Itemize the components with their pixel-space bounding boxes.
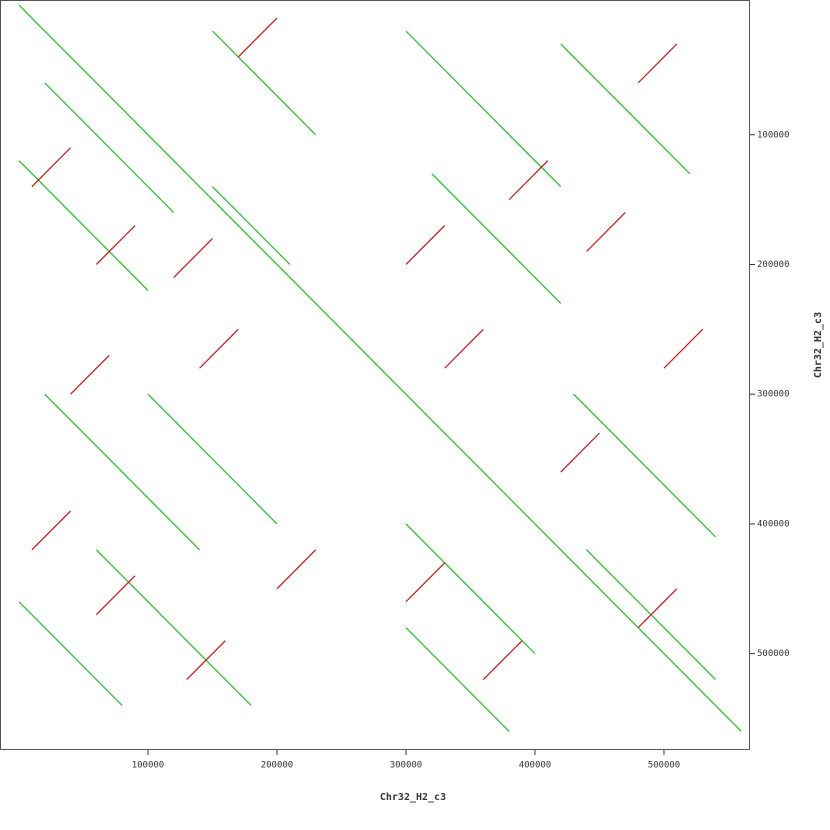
alignment-segment	[31, 147, 71, 188]
alignment-segment	[44, 82, 175, 214]
alignment-segment	[186, 640, 226, 680]
x-tick-label: 400000	[519, 761, 552, 771]
alignment-segment	[637, 43, 678, 84]
alignment-segment	[444, 328, 484, 369]
x-tick-label: 500000	[648, 761, 681, 771]
alignment-segment	[405, 627, 510, 732]
alignment-segment	[70, 354, 110, 395]
alignment-segment	[44, 393, 200, 551]
alignment-segment	[95, 225, 136, 265]
alignment-segment	[586, 212, 626, 252]
x-tick-label: 100000	[132, 761, 165, 771]
alignment-segment	[405, 562, 446, 603]
alignment-segment	[147, 393, 278, 525]
alignment-segment	[95, 549, 252, 706]
y-tick-label: 200000	[757, 260, 790, 270]
alignment-segment	[637, 588, 678, 629]
alignment-segment	[212, 30, 317, 136]
alignment-segment	[482, 640, 523, 680]
alignment-segment	[560, 432, 600, 473]
alignment-segment	[405, 225, 446, 265]
plot-frame	[0, 0, 750, 750]
alignment-segment	[95, 575, 136, 616]
alignment-segment	[663, 328, 704, 369]
alignment-segment	[431, 173, 562, 304]
x-axis-title: Chr32_H2_c3	[380, 792, 446, 803]
alignment-segment	[212, 186, 291, 265]
alignment-segment	[573, 393, 716, 538]
alignment-segment	[237, 17, 278, 58]
alignment-segment	[18, 601, 123, 706]
y-tick-label: 500000	[757, 649, 790, 659]
y-tick-label: 100000	[757, 130, 790, 140]
y-tick-label: 300000	[757, 390, 790, 400]
y-tick-label: 400000	[757, 519, 790, 529]
alignment-segment	[405, 30, 562, 188]
alignment-segment	[405, 523, 536, 655]
alignment-segment	[560, 43, 691, 175]
alignment-segment	[276, 549, 317, 590]
y-axis-title: Chr32_H2_c3	[813, 312, 824, 378]
alignment-segment	[18, 4, 742, 732]
alignment-segment	[508, 160, 549, 201]
alignment-segment	[31, 510, 71, 551]
alignment-segment	[199, 328, 239, 369]
x-tick-label: 300000	[390, 761, 423, 771]
alignment-segment	[173, 238, 213, 278]
x-tick-label: 200000	[261, 761, 294, 771]
alignment-segment	[18, 160, 149, 291]
